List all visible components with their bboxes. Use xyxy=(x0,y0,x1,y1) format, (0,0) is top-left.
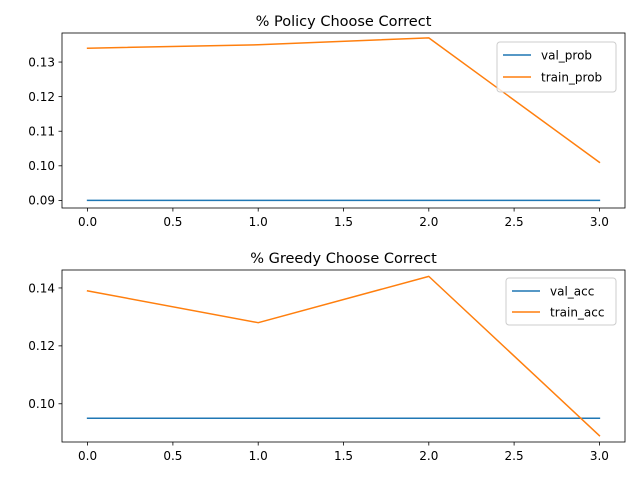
chart-2-x-tick-label: 1.0 xyxy=(249,449,268,463)
chart-1-x-tick-label: 2.0 xyxy=(419,215,438,229)
chart-2-legend-box xyxy=(505,277,617,326)
chart-2: % Greedy Choose Correct 0.0 0.5 1.0 1.5 2.0 2.… xyxy=(28,251,626,463)
chart-1-x-tick-label: 0.5 xyxy=(163,215,182,229)
chart-1-series-train-prob-line xyxy=(86,37,601,164)
chart-2-y-tick-label: 0.14 xyxy=(28,281,55,295)
chart-1-y-tick-label: 0.09 xyxy=(28,194,55,208)
chart-1-title: % Policy Choose Correct xyxy=(256,14,432,30)
chart-1-x-tick-label: 2.5 xyxy=(505,215,524,229)
chart-1-x-tick-label: 1.0 xyxy=(249,215,268,229)
chart-2-legend-label-train-acc: train_acc xyxy=(550,305,604,319)
chart-2-legend: val_acc train_acc xyxy=(505,277,617,326)
chart-1-y-tick-label: 0.11 xyxy=(28,125,55,139)
chart-2-x-tick-label: 2.0 xyxy=(419,449,438,463)
chart-2-series-train-acc-line xyxy=(86,275,601,437)
chart-2-y-tick-label: 0.12 xyxy=(28,339,55,353)
chart-1-legend-label-train-prob: train_prob xyxy=(541,70,602,84)
chart-1-y-tick-label: 0.13 xyxy=(28,55,55,69)
chart-2-title: % Greedy Choose Correct xyxy=(250,251,437,267)
chart-2-x-tick-label: 0.0 xyxy=(78,449,97,463)
chart-1-x-tick-label: 1.5 xyxy=(334,215,353,229)
chart-1-x-tick-label: 0.0 xyxy=(78,215,97,229)
chart-2-y-tick-label: 0.10 xyxy=(28,397,55,411)
chart-1-x-tick-label: 3.0 xyxy=(590,215,609,229)
chart-2-x-tick-label: 3.0 xyxy=(590,449,609,463)
chart-2-x-tick-label: 2.5 xyxy=(505,449,524,463)
chart-2-x-tick-label: 1.5 xyxy=(334,449,353,463)
chart-1-y-tick-label: 0.10 xyxy=(28,159,55,173)
chart-1-legend: val_prob train_prob xyxy=(496,41,617,93)
chart-2-x-tick-label: 0.5 xyxy=(163,449,182,463)
chart-1-y-tick-label: 0.12 xyxy=(28,90,55,104)
chart-2-legend-label-val-acc: val_acc xyxy=(550,284,594,298)
chart-1: % Policy Choose Correct 0.0 0.5 1.0 1.5 2.0 2.… xyxy=(28,14,626,229)
chart-1-legend-label-val-prob: val_prob xyxy=(541,48,592,62)
